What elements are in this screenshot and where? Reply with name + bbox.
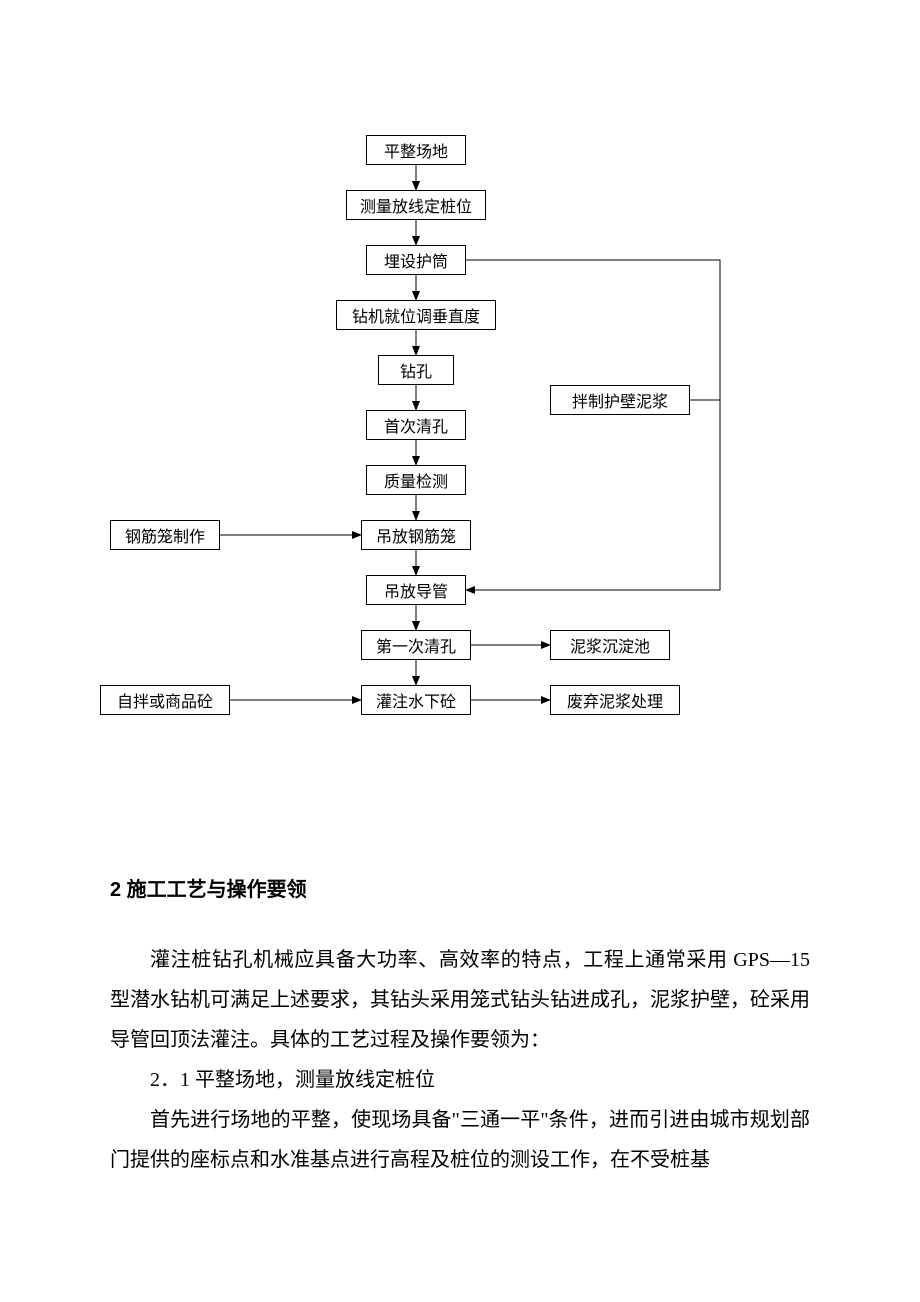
flow-node-n7: 质量检测 xyxy=(366,465,466,495)
subheading: 2．1 平整场地，测量放线定桩位 xyxy=(110,1060,810,1100)
flow-node-n3: 埋设护筒 xyxy=(366,245,466,275)
section-heading: 2 施工工艺与操作要领 xyxy=(110,870,810,910)
flow-node-n5: 钻孔 xyxy=(378,355,454,385)
flow-node-s2: 钢筋笼制作 xyxy=(110,520,220,550)
flow-node-n11: 灌注水下砼 xyxy=(361,685,471,715)
paragraph-1: 灌注桩钻孔机械应具备大功率、高效率的特点，工程上通常采用 GPS—15型潜水钻机… xyxy=(110,940,810,1060)
flowchart-container: 平整场地测量放线定桩位埋设护筒钻机就位调垂直度钻孔首次清孔质量检测吊放钢筋笼吊放… xyxy=(0,130,920,730)
flow-node-s3: 泥浆沉淀池 xyxy=(550,630,670,660)
flow-node-n8: 吊放钢筋笼 xyxy=(361,520,471,550)
flow-node-n10: 第一次清孔 xyxy=(361,630,471,660)
flow-node-s1: 拌制护壁泥浆 xyxy=(550,385,690,415)
flow-node-n2: 测量放线定桩位 xyxy=(346,190,486,220)
flow-node-n6: 首次清孔 xyxy=(366,410,466,440)
paragraph-2: 首先进行场地的平整，使现场具备"三通一平"条件，进而引进由城市规划部门提供的座标… xyxy=(110,1100,810,1180)
body-text: 灌注桩钻孔机械应具备大功率、高效率的特点，工程上通常采用 GPS—15型潜水钻机… xyxy=(110,940,810,1180)
flow-node-n1: 平整场地 xyxy=(366,135,466,165)
flow-node-n4: 钻机就位调垂直度 xyxy=(336,300,496,330)
flow-node-n9: 吊放导管 xyxy=(366,575,466,605)
flow-node-s5: 废弃泥浆处理 xyxy=(550,685,680,715)
flow-node-s4: 自拌或商品砼 xyxy=(100,685,230,715)
